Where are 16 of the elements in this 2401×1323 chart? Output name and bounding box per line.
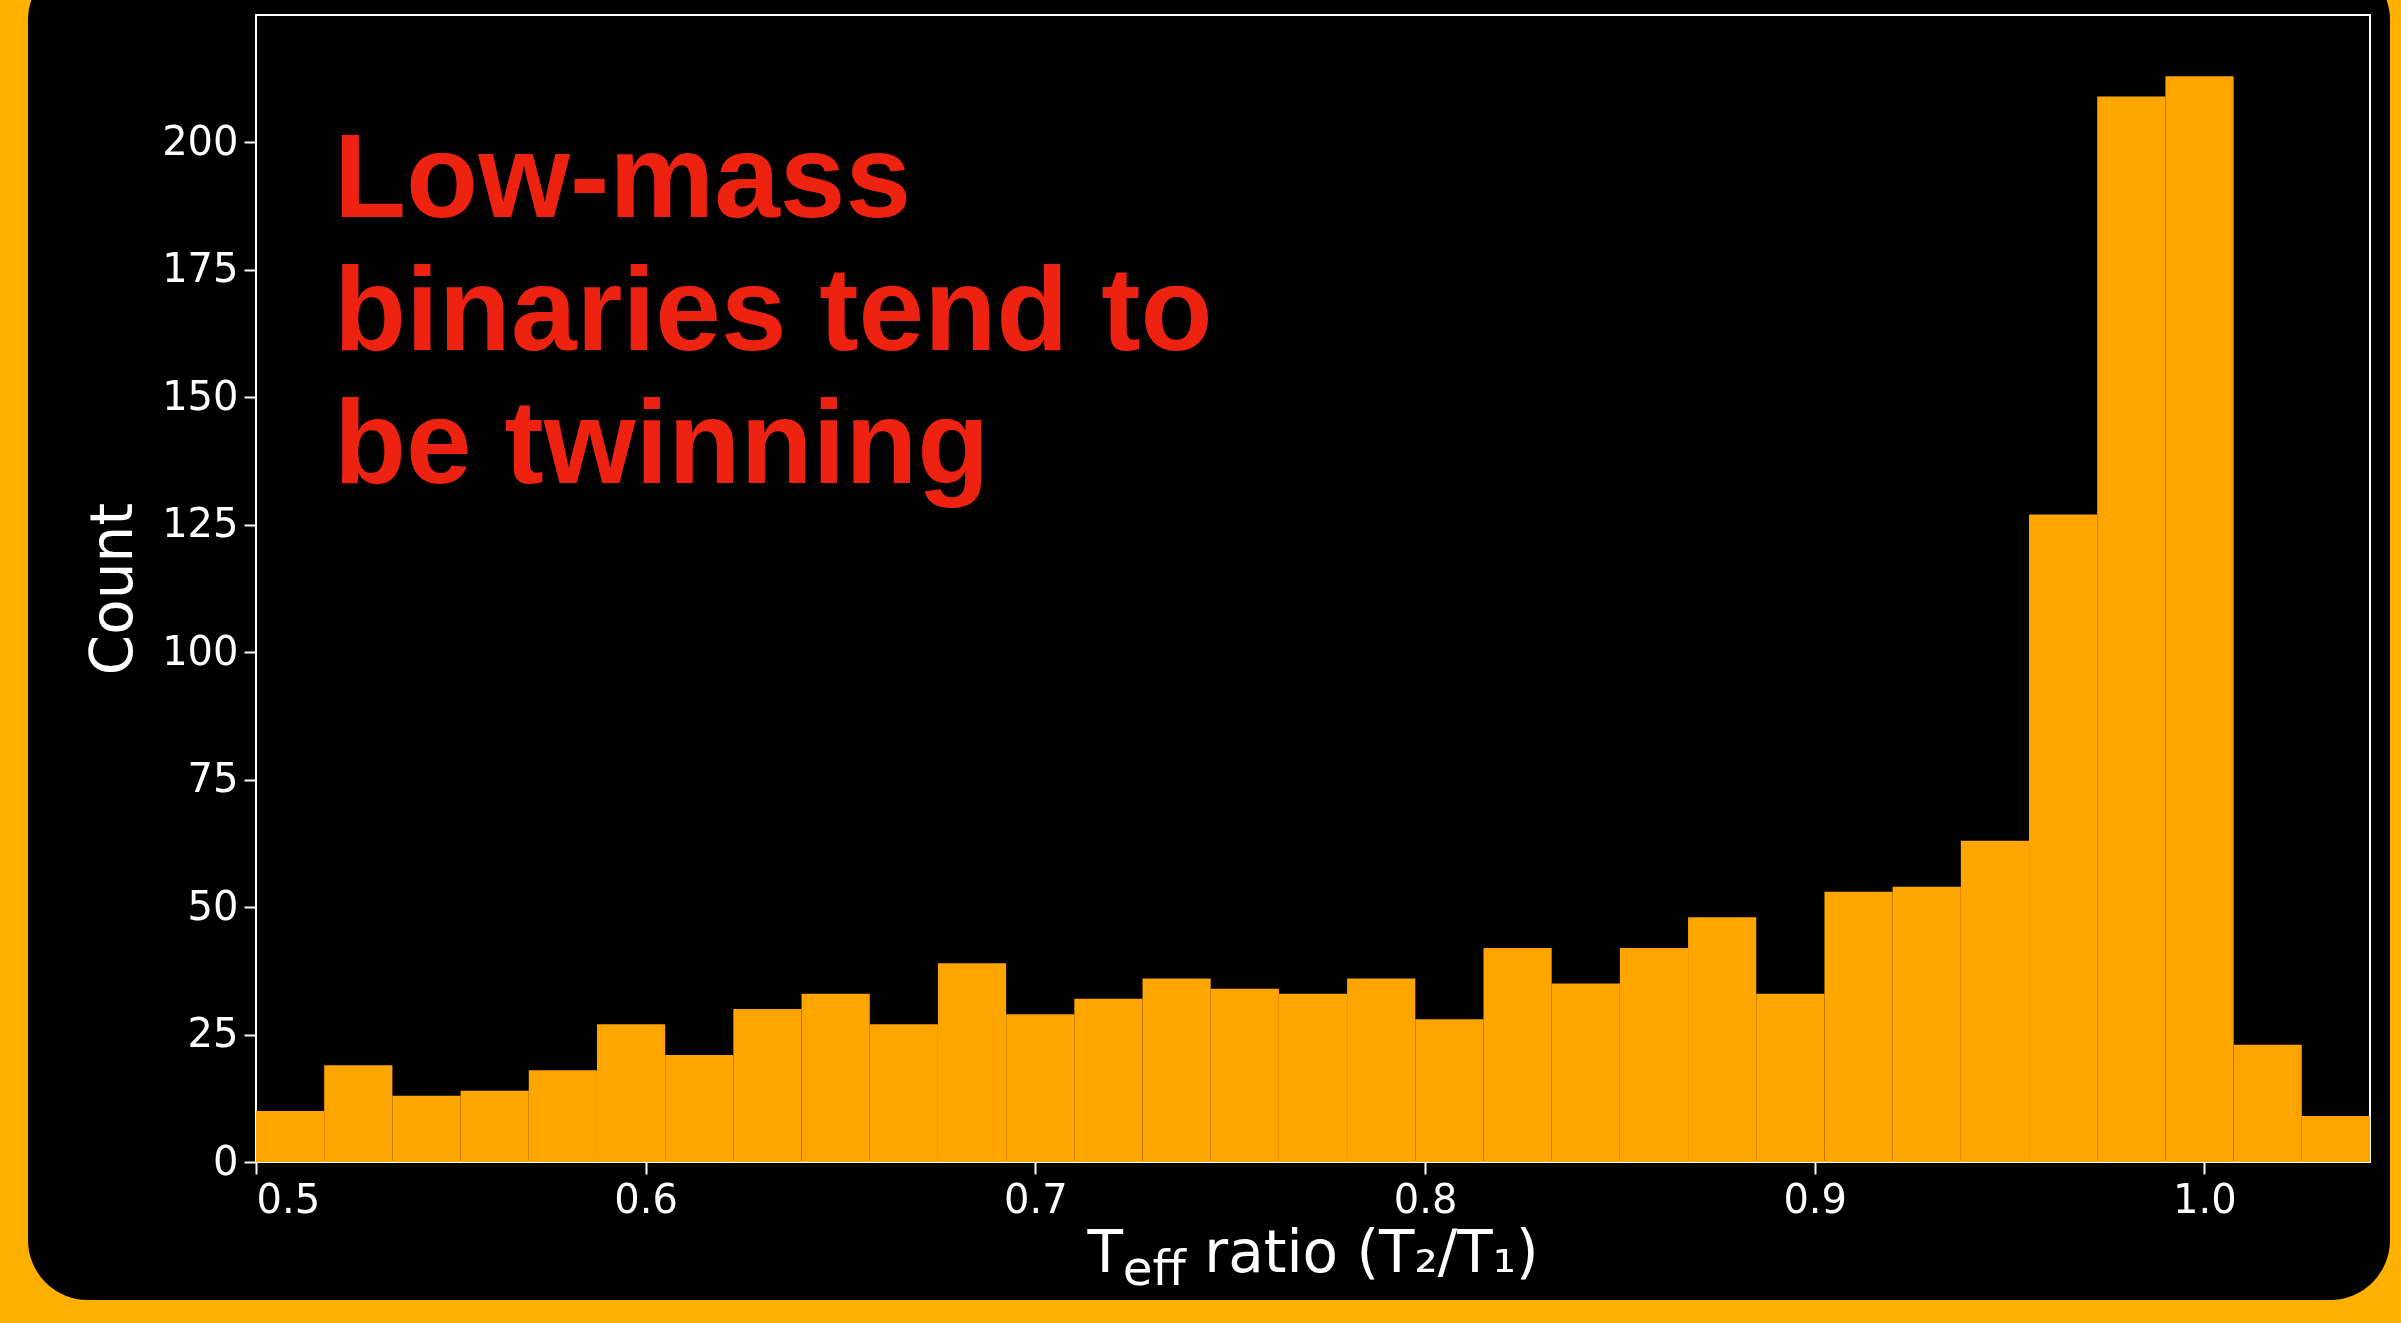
x-tick-label: 1.0: [2173, 1175, 2237, 1222]
y-tick-label: 0: [213, 1137, 239, 1184]
y-tick-label: 175: [162, 245, 239, 292]
y-tick-label: 25: [187, 1010, 239, 1057]
y-tick-label: 200: [162, 117, 239, 164]
y-tick-label: 50: [187, 882, 239, 929]
y-tick-label: 75: [187, 755, 239, 802]
x-tick-label: 0.5: [256, 1175, 321, 1222]
y-tick-label: 150: [162, 372, 239, 419]
x-tick-label: 0.6: [614, 1175, 678, 1222]
y-tick-label: 100: [162, 627, 239, 674]
annotation: Low-mass binaries tend to be twinning: [334, 110, 1214, 509]
x-tick-label: 0.9: [1783, 1175, 1848, 1222]
y-tick-label: 125: [162, 500, 239, 547]
y-axis-title: Count: [78, 502, 147, 676]
x-tick-label: 0.7: [1004, 1175, 1068, 1222]
